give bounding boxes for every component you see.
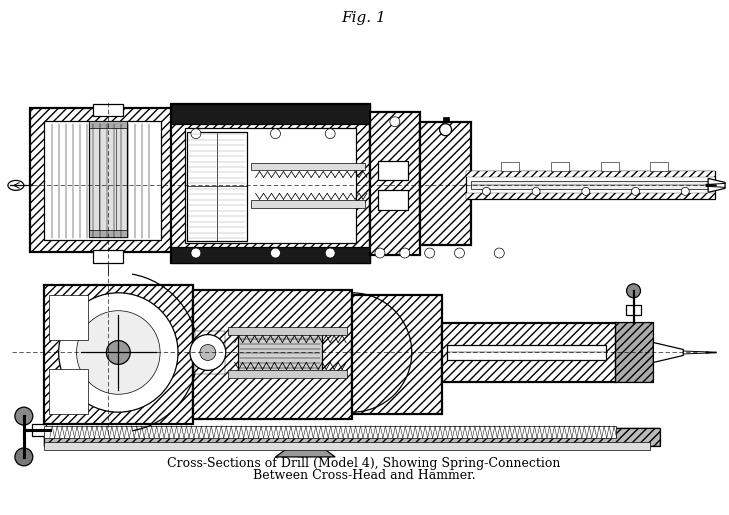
Bar <box>171 247 370 263</box>
Circle shape <box>325 248 335 258</box>
Bar <box>442 322 615 382</box>
Bar <box>93 104 123 116</box>
Polygon shape <box>653 342 683 363</box>
Bar <box>90 122 128 237</box>
Bar <box>615 322 653 382</box>
Bar <box>625 305 642 315</box>
Bar <box>442 322 615 382</box>
Bar <box>187 132 246 241</box>
Polygon shape <box>706 184 716 186</box>
Bar <box>44 428 660 446</box>
Bar <box>30 108 179 252</box>
Bar <box>44 428 660 446</box>
Bar <box>472 181 710 190</box>
Bar <box>467 193 715 199</box>
Bar <box>44 442 650 450</box>
Bar <box>49 369 88 414</box>
Bar <box>352 295 442 414</box>
Bar <box>420 122 472 245</box>
Bar <box>467 171 715 199</box>
Circle shape <box>325 129 335 139</box>
Circle shape <box>454 248 464 258</box>
Bar <box>378 191 408 210</box>
Text: Cross-Sections of Drill (Model 4), Showing Spring-Connection: Cross-Sections of Drill (Model 4), Showi… <box>168 457 561 470</box>
Bar <box>447 345 606 360</box>
Bar <box>90 121 128 128</box>
Ellipse shape <box>8 180 24 191</box>
Bar <box>90 230 128 237</box>
Bar <box>193 290 352 419</box>
Bar <box>502 162 519 171</box>
Bar <box>650 162 668 171</box>
Circle shape <box>631 187 639 195</box>
Bar <box>171 104 370 263</box>
Circle shape <box>582 187 590 195</box>
Text: Fig. 1: Fig. 1 <box>342 11 386 25</box>
Polygon shape <box>706 352 716 353</box>
Circle shape <box>270 248 281 258</box>
Bar <box>467 171 715 178</box>
Bar <box>30 108 179 252</box>
Circle shape <box>532 187 540 195</box>
Circle shape <box>191 129 201 139</box>
Bar <box>49 295 88 339</box>
Bar <box>443 117 448 122</box>
Circle shape <box>77 311 160 394</box>
Bar <box>370 112 420 255</box>
Circle shape <box>58 293 178 412</box>
Bar <box>238 333 322 372</box>
Bar <box>193 290 352 419</box>
Bar <box>44 285 193 424</box>
Circle shape <box>15 407 33 425</box>
Bar <box>551 162 569 171</box>
Circle shape <box>191 248 201 258</box>
Bar <box>32 424 46 436</box>
Bar <box>44 121 161 240</box>
Circle shape <box>627 284 641 298</box>
Circle shape <box>494 248 504 258</box>
Bar <box>44 285 193 424</box>
Circle shape <box>425 248 434 258</box>
Circle shape <box>390 117 399 127</box>
Polygon shape <box>276 446 335 457</box>
Bar <box>378 161 408 180</box>
Circle shape <box>375 248 385 258</box>
Bar <box>251 200 365 208</box>
Circle shape <box>440 124 451 135</box>
Bar <box>185 128 356 243</box>
Circle shape <box>200 345 216 360</box>
Bar <box>93 250 123 263</box>
Circle shape <box>270 129 281 139</box>
Circle shape <box>106 340 130 365</box>
Bar <box>195 331 225 374</box>
Circle shape <box>483 187 491 195</box>
Bar <box>171 104 370 124</box>
Bar <box>352 295 442 414</box>
Text: Between Cross-Head and Hammer.: Between Cross-Head and Hammer. <box>253 469 475 482</box>
Bar <box>615 322 653 382</box>
Bar <box>420 122 472 245</box>
Bar <box>370 112 420 255</box>
Bar <box>227 370 347 379</box>
Bar <box>251 163 365 170</box>
Bar <box>601 162 619 171</box>
Polygon shape <box>708 178 725 193</box>
Bar <box>44 426 615 438</box>
Circle shape <box>682 187 689 195</box>
Circle shape <box>190 335 226 370</box>
Circle shape <box>15 448 33 466</box>
Bar <box>227 327 347 335</box>
Circle shape <box>399 248 410 258</box>
Bar <box>171 104 370 263</box>
